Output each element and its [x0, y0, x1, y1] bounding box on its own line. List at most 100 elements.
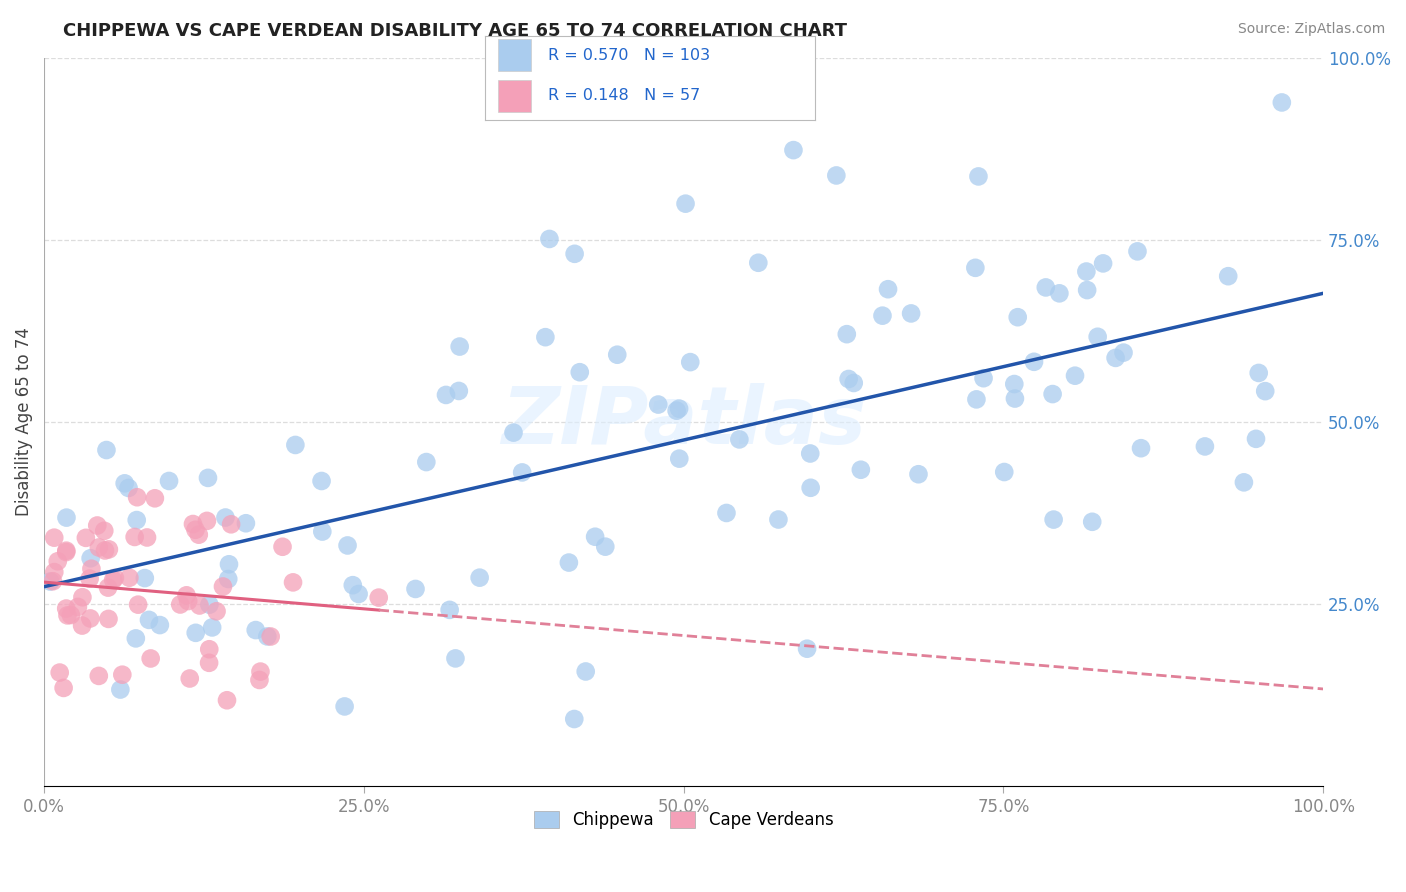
Point [245, 623, 267, 637]
Point [564, 247, 586, 261]
Point [583, 530, 606, 544]
Point [900, 306, 922, 320]
Point [125, 632, 148, 646]
Point [311, 524, 333, 539]
Point [177, 594, 200, 608]
Point [55, 543, 77, 558]
Point [1042, 387, 1064, 401]
Point [104, 571, 127, 585]
Point [256, 629, 278, 643]
Point [114, 476, 136, 491]
Point [55, 510, 77, 524]
Point [993, 465, 1015, 479]
Point [1007, 310, 1029, 325]
Point [679, 355, 702, 369]
Point [444, 651, 467, 665]
Point [1087, 330, 1109, 344]
Point [52, 681, 75, 695]
Point [75, 531, 97, 545]
Point [1130, 441, 1153, 455]
Point [125, 513, 148, 527]
Point [157, 474, 180, 488]
Point [1042, 512, 1064, 526]
Text: CHIPPEWA VS CAPE VERDEAN DISABILITY AGE 65 TO 74 CORRELATION CHART: CHIPPEWA VS CAPE VERDEAN DISABILITY AGE … [63, 22, 848, 40]
Point [1218, 269, 1240, 284]
Text: R = 0.570   N = 103: R = 0.570 N = 103 [548, 47, 710, 62]
Point [510, 466, 533, 480]
Point [79, 572, 101, 586]
Text: ZIPatlas: ZIPatlas [501, 383, 866, 461]
Point [197, 471, 219, 485]
Point [342, 578, 364, 592]
Point [800, 481, 823, 495]
Point [138, 613, 160, 627]
Point [1233, 475, 1256, 490]
Point [367, 591, 389, 605]
Point [716, 506, 738, 520]
Point [219, 517, 242, 532]
Point [176, 588, 198, 602]
Text: Source: ZipAtlas.com: Source: ZipAtlas.com [1237, 22, 1385, 37]
Point [1112, 345, 1135, 359]
Point [218, 558, 240, 572]
Point [201, 620, 224, 634]
Point [575, 665, 598, 679]
Point [534, 330, 557, 344]
Point [66, 599, 89, 614]
Point [281, 575, 304, 590]
Point [538, 232, 561, 246]
Point [70, 618, 93, 632]
Point [260, 630, 283, 644]
Point [198, 598, 221, 612]
Point [468, 571, 491, 585]
Point [217, 572, 239, 586]
Point [558, 556, 581, 570]
Point [179, 672, 201, 686]
Point [965, 392, 987, 407]
Point [127, 598, 149, 612]
Point [825, 169, 848, 183]
Point [1076, 264, 1098, 278]
Point [215, 693, 238, 707]
Point [449, 340, 471, 354]
Point [214, 510, 236, 524]
Point [86, 518, 108, 533]
Point [1254, 384, 1277, 399]
Point [72, 591, 94, 605]
Point [101, 573, 124, 587]
Point [187, 527, 209, 541]
Point [434, 388, 457, 402]
Point [1064, 368, 1087, 383]
Point [117, 481, 139, 495]
Point [877, 282, 900, 296]
Point [1002, 377, 1025, 392]
Point [44, 565, 66, 579]
Point [405, 582, 427, 596]
Point [97, 542, 120, 557]
Point [87, 669, 110, 683]
Point [79, 551, 101, 566]
Point [835, 327, 858, 342]
Point [1004, 392, 1026, 406]
Point [249, 665, 271, 679]
Point [46, 554, 69, 568]
Point [149, 618, 172, 632]
Y-axis label: Disability Age 65 to 74: Disability Age 65 to 74 [15, 327, 32, 516]
Point [796, 641, 818, 656]
Point [849, 463, 872, 477]
Point [842, 376, 865, 390]
Point [333, 699, 356, 714]
Point [336, 539, 359, 553]
Point [97, 581, 120, 595]
Point [181, 516, 204, 531]
Bar [498, 79, 531, 112]
Point [347, 587, 370, 601]
Point [1271, 95, 1294, 110]
Point [965, 260, 987, 275]
Point [184, 523, 207, 537]
Point [838, 372, 860, 386]
Point [93, 524, 115, 538]
Point [48, 665, 70, 680]
Point [1076, 283, 1098, 297]
Point [56, 608, 79, 623]
